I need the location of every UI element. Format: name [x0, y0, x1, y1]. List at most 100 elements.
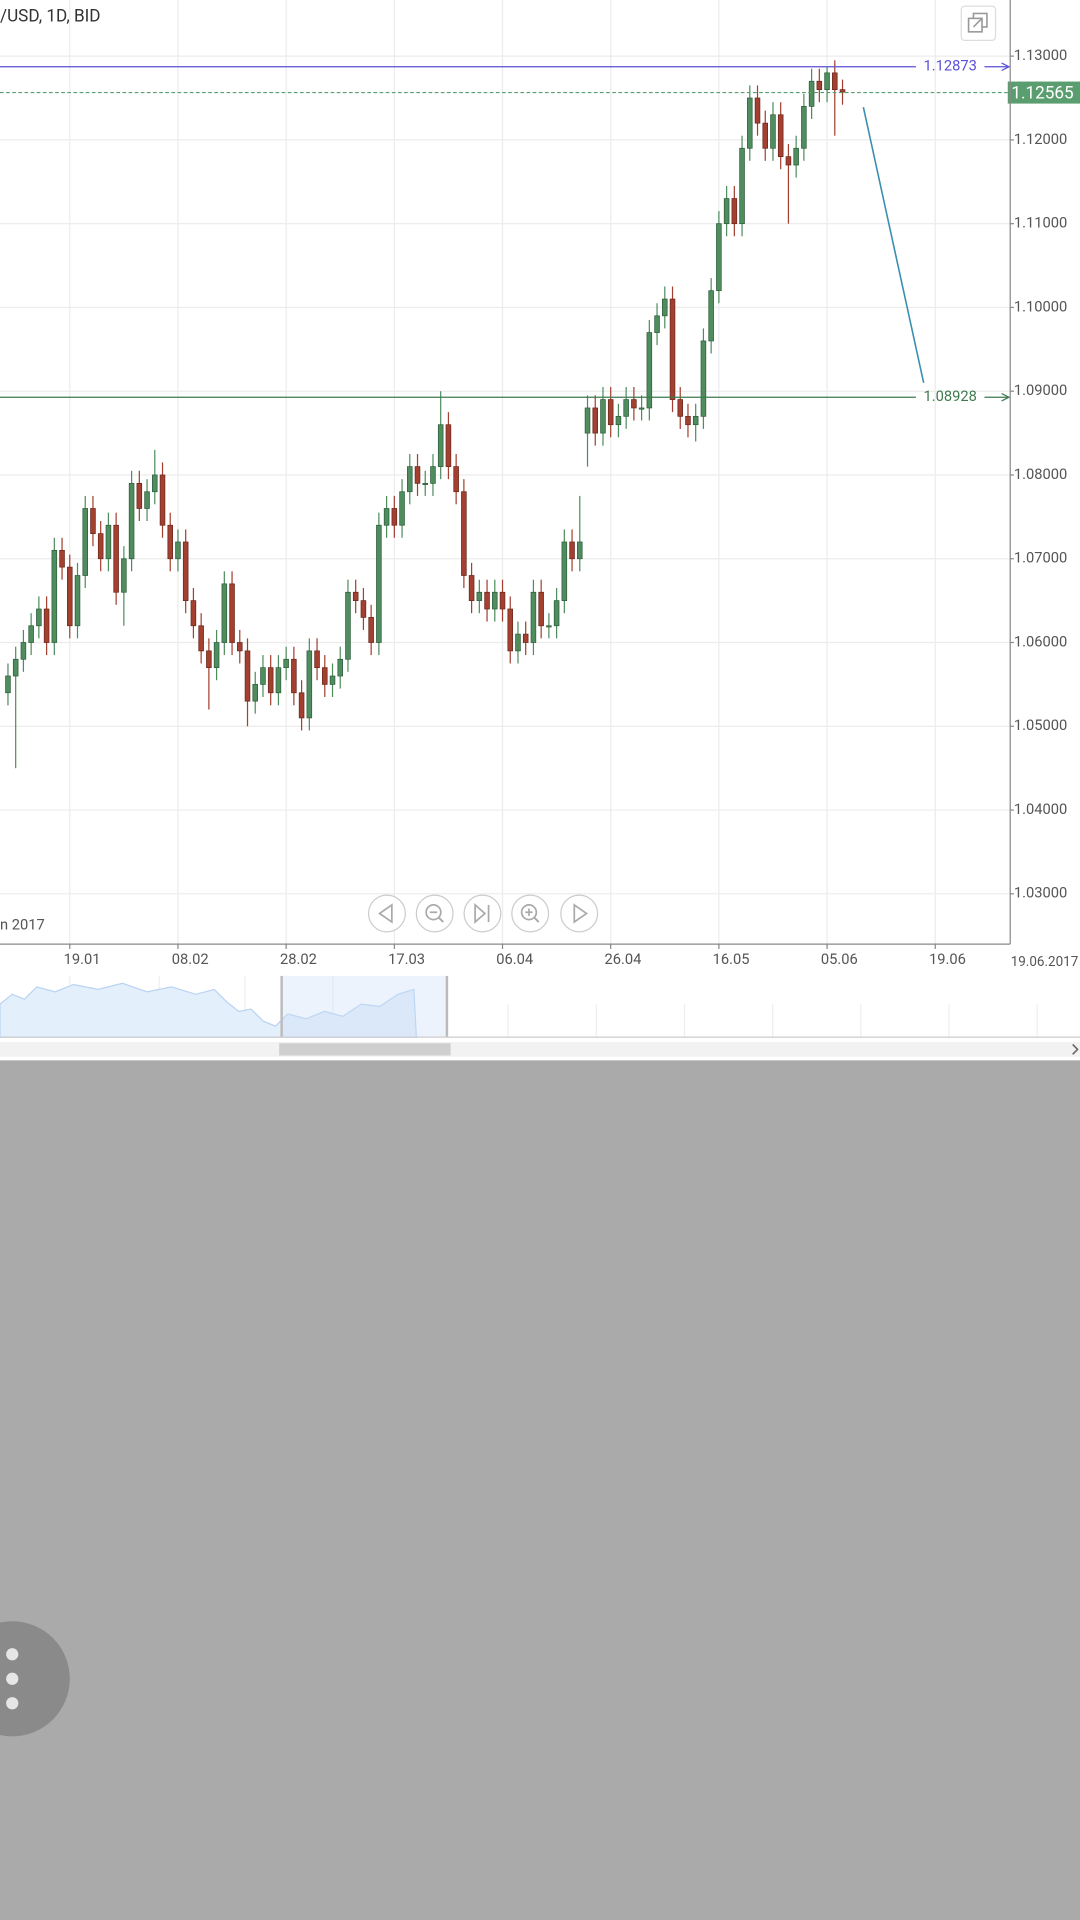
level-arrow-head [1001, 62, 1011, 71]
y-tick-label: 1.08000 [1014, 465, 1067, 483]
candle-body [631, 399, 637, 409]
candle-body [121, 558, 127, 593]
candle-body [267, 667, 274, 694]
reset-button[interactable] [463, 894, 502, 933]
candle-body [692, 415, 699, 426]
candle-body [561, 541, 568, 601]
candle-body [144, 491, 150, 509]
candle-body [190, 600, 197, 627]
x-tick-label: 06.04 [496, 950, 533, 968]
candle-body [770, 114, 776, 149]
candle-body [345, 591, 351, 660]
candle-body [314, 650, 320, 669]
candle-body [306, 650, 313, 719]
candle-body [808, 80, 815, 107]
x-tick-label: 08.02 [172, 950, 209, 968]
scroll-left-button[interactable] [367, 894, 406, 933]
trend-line [862, 107, 925, 383]
expand-button[interactable] [960, 5, 997, 42]
candle-body [376, 524, 382, 643]
candle-body [638, 407, 645, 410]
candle-body [801, 106, 807, 149]
y-tick-label: 1.05000 [1014, 716, 1067, 734]
candle-body [839, 89, 846, 93]
x-tick-label: 19.06 [929, 950, 966, 968]
candle-body [430, 466, 436, 484]
candle-body [221, 583, 228, 643]
candle-body [437, 424, 444, 467]
chart-panel [0, 0, 1080, 1061]
candle-body [685, 415, 691, 426]
candle-body [484, 591, 490, 610]
zoom-in-button[interactable] [511, 894, 550, 933]
candle-body [461, 491, 467, 576]
candle-body [762, 122, 769, 149]
y-tick-label: 1.03000 [1014, 884, 1067, 902]
menu-button[interactable] [0, 1621, 70, 1737]
candle-body [669, 298, 676, 400]
candle-body [569, 541, 575, 560]
candle-body [476, 591, 483, 601]
candle-body [198, 625, 204, 652]
candle-body [468, 575, 475, 601]
candle-body [445, 424, 452, 467]
x-tick-label: 16.05 [713, 950, 750, 968]
x-tick-label: 19.01 [64, 950, 101, 968]
y-tick-label: 1.09000 [1014, 381, 1067, 399]
candle-body [716, 223, 722, 292]
candle-body [453, 466, 459, 493]
candle-body [522, 633, 529, 643]
candle-body [553, 600, 560, 627]
candle-body [383, 508, 390, 526]
y-tick-label: 1.11000 [1014, 214, 1067, 232]
empty-area [0, 1060, 1080, 1920]
candle-body [708, 290, 714, 342]
candle-body [747, 97, 753, 149]
candle-body [298, 692, 305, 719]
scrollbar-thumb[interactable] [279, 1043, 451, 1056]
candle-body [275, 667, 282, 694]
candle-body [36, 608, 42, 627]
candle-body [252, 684, 258, 702]
candle-body [731, 198, 738, 225]
candle-body [615, 415, 622, 426]
y-tick-label: 1.06000 [1014, 632, 1067, 650]
zoom-out-button[interactable] [415, 894, 454, 933]
candle-body [360, 600, 367, 618]
level-label: 1.08928 [924, 387, 977, 405]
candle-body [422, 482, 429, 485]
candle-body [113, 524, 119, 593]
candle-body [777, 114, 784, 158]
candle-body [28, 625, 34, 643]
y-tick-label: 1.13000 [1014, 46, 1067, 64]
candle-body [662, 298, 668, 317]
candle-body [152, 474, 158, 493]
candle-body [407, 466, 413, 493]
candle-body [175, 541, 181, 560]
candle-body [97, 533, 104, 560]
chart-title: /USD, 1D, BID [0, 7, 101, 27]
candle-body [600, 399, 606, 434]
candle-body [182, 541, 189, 601]
candle-body [607, 399, 614, 426]
candle-body [5, 675, 11, 694]
scroll-right-button[interactable] [560, 894, 599, 933]
candle-body [12, 658, 19, 677]
candle-body [391, 508, 398, 526]
candle-body [577, 541, 583, 560]
candle-body [67, 566, 73, 627]
candle-body [128, 482, 135, 560]
candle-body [538, 591, 544, 627]
candle-body [816, 80, 823, 91]
x-tick-label: 05.06 [821, 950, 858, 968]
candle-body [754, 97, 761, 124]
candle-body [677, 399, 684, 417]
candle-body [368, 617, 374, 643]
candle-body [244, 650, 251, 702]
scroll-arrow[interactable] [1072, 1043, 1079, 1055]
candle-body [824, 72, 830, 91]
navigator [0, 975, 1080, 1057]
candle-body [592, 407, 599, 434]
